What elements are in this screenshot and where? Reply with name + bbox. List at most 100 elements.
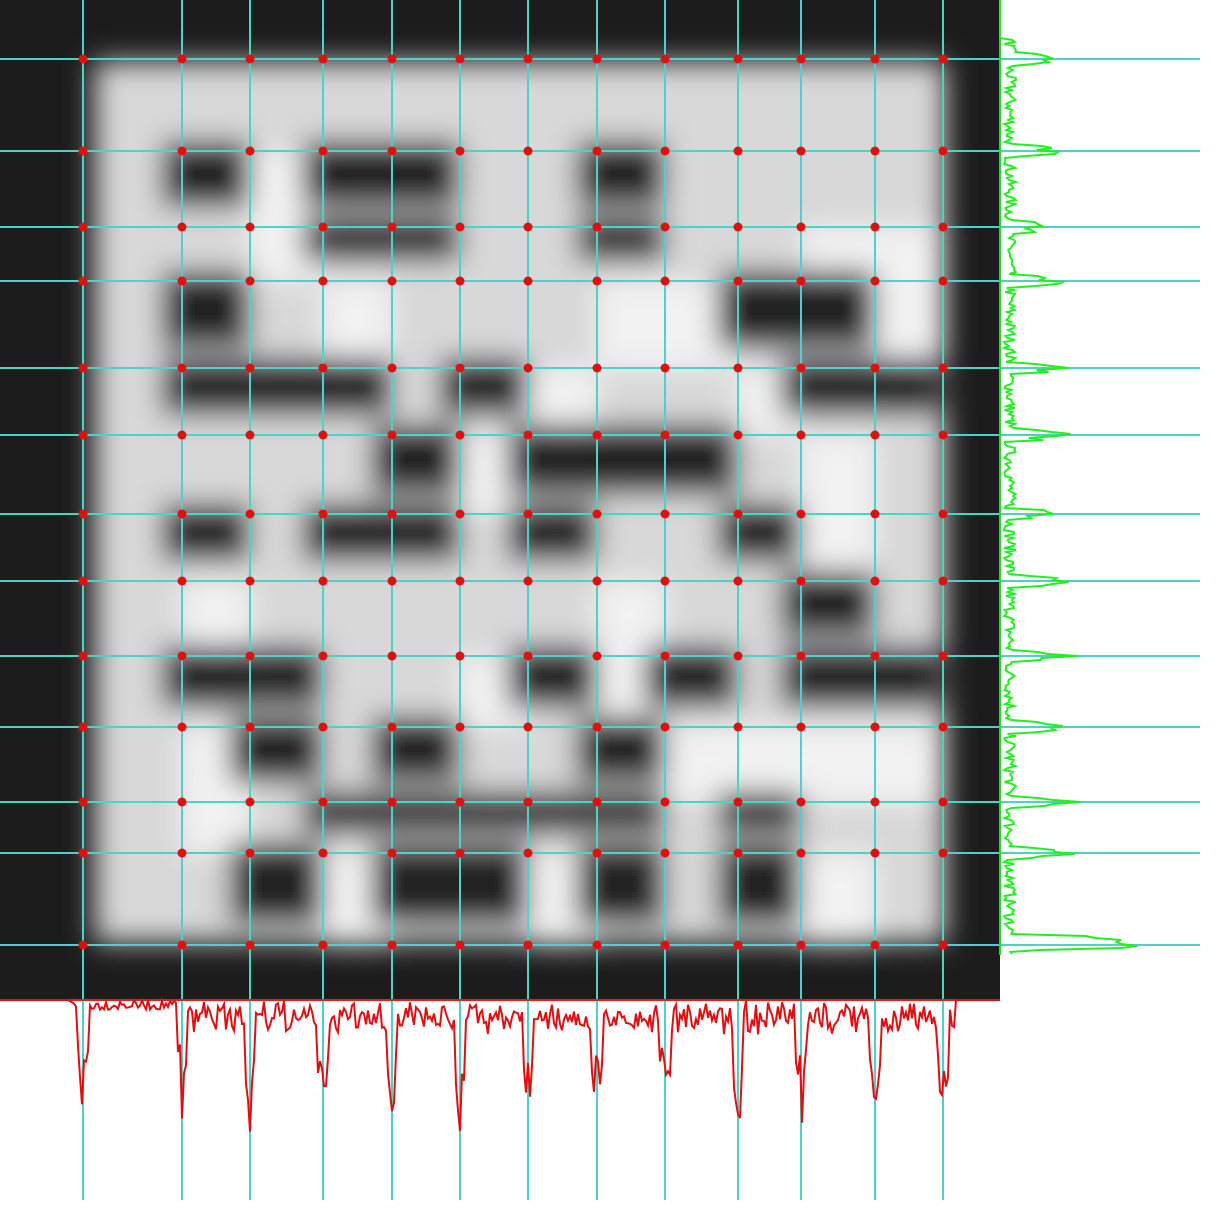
intersection-dot: [78, 848, 88, 858]
intersection-dot: [938, 222, 948, 232]
bright-cell: [875, 227, 943, 281]
intersection-dot: [387, 54, 397, 64]
intersection-dot: [938, 722, 948, 732]
intersection-dot: [796, 940, 806, 950]
intersection-dot: [78, 430, 88, 440]
intersection-dot: [523, 363, 533, 373]
intersection-dot: [318, 940, 328, 950]
bright-cell: [801, 514, 875, 581]
intersection-dot: [78, 363, 88, 373]
intersection-dot: [592, 797, 602, 807]
intersection-dot: [870, 848, 880, 858]
intersection-dot: [733, 146, 743, 156]
intersection-dot: [387, 222, 397, 232]
intersection-dot: [733, 222, 743, 232]
intersection-dot: [455, 722, 465, 732]
intersection-dot: [733, 509, 743, 519]
intersection-dot: [660, 576, 670, 586]
intersection-dot: [592, 576, 602, 586]
intersection-dot: [387, 797, 397, 807]
dark-cell: [577, 843, 665, 925]
intersection-dot: [387, 651, 397, 661]
intersection-dot: [733, 430, 743, 440]
intersection-dot: [938, 276, 948, 286]
intersection-dot: [592, 722, 602, 732]
intersection-dot: [870, 722, 880, 732]
intersection-dot: [796, 276, 806, 286]
intersection-dot: [177, 276, 187, 286]
intersection-dot: [177, 363, 187, 373]
intersection-dot: [870, 222, 880, 232]
intersection-dot: [455, 276, 465, 286]
intersection-dot: [78, 222, 88, 232]
intersection-dot: [796, 146, 806, 156]
intersection-dot: [177, 54, 187, 64]
intersection-dot: [523, 848, 533, 858]
intersection-dot: [592, 651, 602, 661]
intersection-dot: [177, 651, 187, 661]
intersection-dot: [455, 797, 465, 807]
dark-cell: [372, 217, 460, 261]
intersection-dot: [660, 430, 670, 440]
intersection-dot: [870, 146, 880, 156]
intersection-dot: [938, 576, 948, 586]
intersection-dot: [387, 363, 397, 373]
intersection-dot: [177, 848, 187, 858]
intersection-dot: [592, 940, 602, 950]
bright-cell: [528, 368, 597, 435]
intersection-dot: [455, 940, 465, 950]
intersection-dot: [387, 576, 397, 586]
intersection-dot: [938, 363, 948, 373]
bright-cell: [323, 281, 392, 368]
bright-cell: [801, 727, 875, 802]
intersection-dot: [660, 722, 670, 732]
intersection-dot: [870, 363, 880, 373]
intersection-dot: [387, 430, 397, 440]
intersection-dot: [796, 363, 806, 373]
intersection-dot: [733, 797, 743, 807]
dark-cell: [440, 843, 528, 925]
intersection-dot: [387, 848, 397, 858]
bright-cell: [801, 435, 875, 514]
intersection-dot: [177, 940, 187, 950]
dark-cell: [577, 792, 665, 833]
intersection-dot: [245, 940, 255, 950]
dark-cell: [781, 271, 875, 348]
intersection-dot: [318, 797, 328, 807]
intersection-dot: [177, 576, 187, 586]
intersection-dot: [796, 222, 806, 232]
dark-cell: [162, 504, 250, 561]
intersection-dot: [387, 940, 397, 950]
intersection-dot: [455, 509, 465, 519]
intersection-dot: [78, 576, 88, 586]
intersection-dot: [660, 222, 670, 232]
intersection-dot: [318, 146, 328, 156]
intersection-dot: [245, 576, 255, 586]
dark-cell: [372, 425, 460, 494]
intersection-dot: [660, 146, 670, 156]
intersection-dot: [592, 54, 602, 64]
intersection-dot: [245, 848, 255, 858]
intersection-dot: [455, 848, 465, 858]
intersection-dot: [523, 722, 533, 732]
intersection-dot: [592, 848, 602, 858]
dark-cell: [508, 504, 597, 561]
intersection-dot: [318, 222, 328, 232]
intersection-dot: [318, 651, 328, 661]
intersection-dot: [523, 509, 533, 519]
intersection-dot: [318, 576, 328, 586]
intersection-dot: [245, 430, 255, 440]
intersection-dot: [455, 54, 465, 64]
intersection-dot: [870, 276, 880, 286]
intersection-dot: [733, 576, 743, 586]
intersection-dot: [177, 509, 187, 519]
intersection-dot: [796, 722, 806, 732]
intersection-dot: [177, 146, 187, 156]
intersection-dot: [870, 509, 880, 519]
intersection-dot: [938, 651, 948, 661]
intersection-dot: [523, 276, 533, 286]
dark-cell: [440, 358, 528, 415]
intersection-dot: [870, 576, 880, 586]
intersection-dot: [870, 651, 880, 661]
